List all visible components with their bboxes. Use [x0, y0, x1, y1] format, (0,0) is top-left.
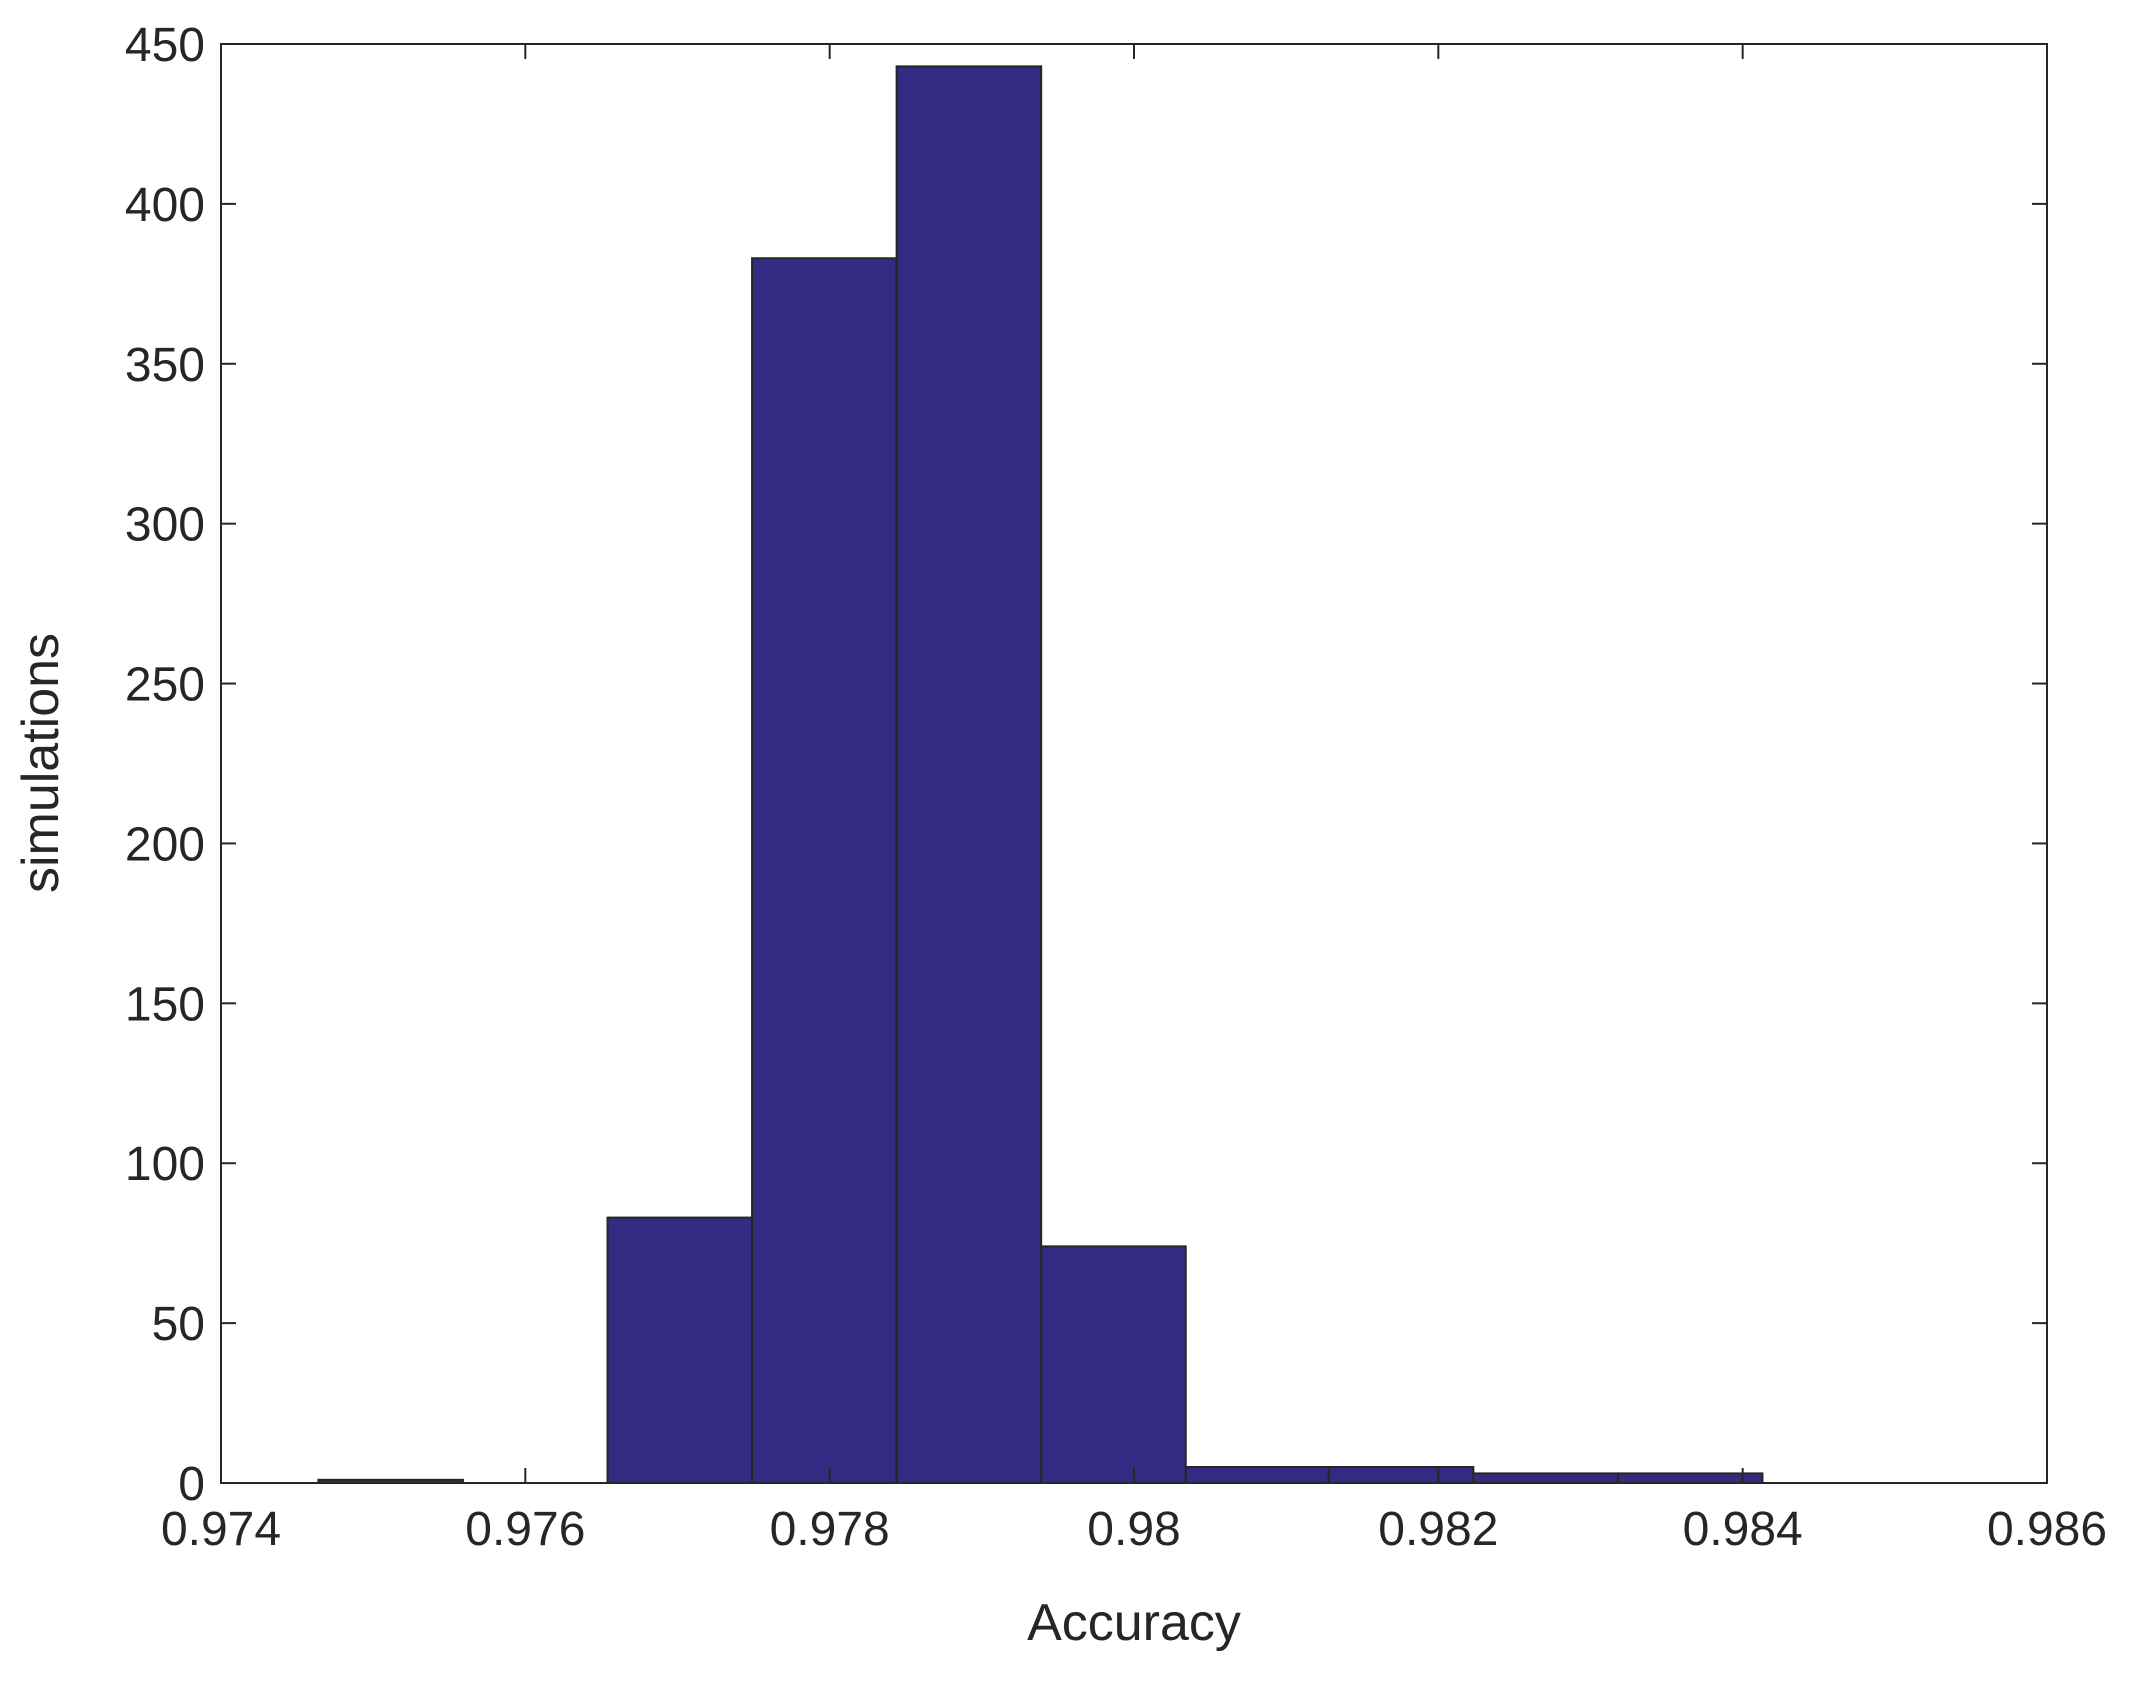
bar — [1472, 1472, 1619, 1484]
bar — [1616, 1472, 1764, 1484]
y-tick-label: 350 — [125, 339, 205, 392]
bar — [751, 257, 898, 1484]
bar — [1184, 1466, 1330, 1484]
x-tick-label: 0.984 — [1683, 1503, 1803, 1556]
x-tick-label: 0.986 — [1987, 1503, 2107, 1556]
x-tick-label: 0.978 — [770, 1503, 890, 1556]
bar — [1327, 1466, 1475, 1484]
y-tick-label: 250 — [125, 659, 205, 712]
bar — [1040, 1245, 1187, 1485]
y-tick-label: 300 — [125, 499, 205, 552]
y-tick-label: 150 — [125, 978, 205, 1031]
y-tick-label: 400 — [125, 179, 205, 232]
y-tick-label: 450 — [125, 19, 205, 72]
x-axis-label: Accuracy — [1027, 1594, 1241, 1652]
x-tick-label: 0.98 — [1087, 1503, 1180, 1556]
y-tick-label: 50 — [152, 1298, 205, 1351]
x-tick-label: 0.976 — [465, 1503, 585, 1556]
y-tick-label: 200 — [125, 818, 205, 871]
y-tick-label: 0 — [178, 1458, 205, 1511]
bar — [895, 65, 1043, 1485]
x-tick-label: 0.982 — [1378, 1503, 1498, 1556]
y-tick-label: 100 — [125, 1138, 205, 1191]
x-tick-label: 0.974 — [161, 1503, 281, 1556]
y-axis-label: simulations — [12, 633, 70, 893]
bar — [606, 1216, 754, 1485]
